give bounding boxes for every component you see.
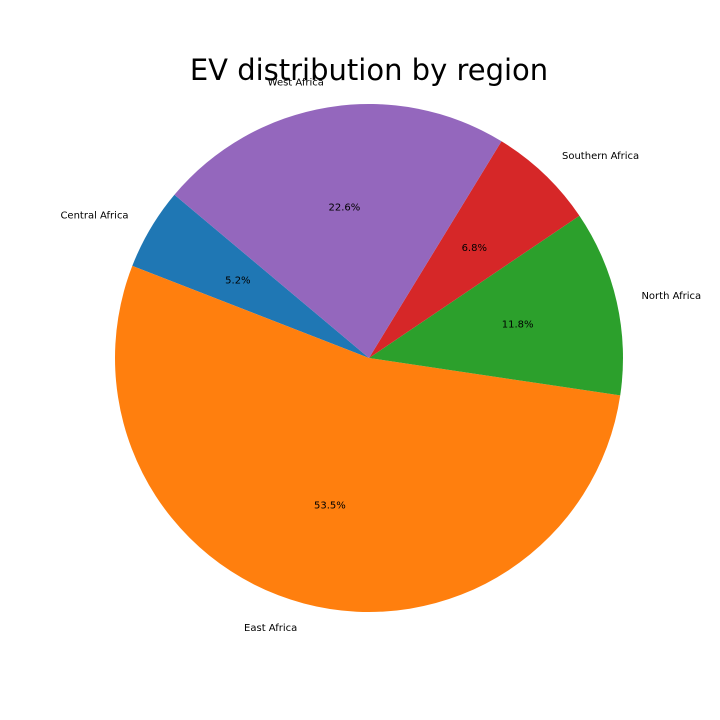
- pie-slice-east-africa: [115, 265, 621, 612]
- pie-slice-north-africa: [369, 215, 623, 396]
- pie-slices: [115, 104, 623, 612]
- chart-title: EV distribution by region: [190, 53, 548, 87]
- slice-percent-north-africa: 11.8%: [502, 319, 534, 330]
- slice-label-west-africa: West Africa: [268, 77, 324, 88]
- slice-label-north-africa: North Africa: [641, 291, 701, 302]
- slice-label-southern-africa: Southern Africa: [562, 151, 639, 162]
- slice-label-central-africa: Central Africa: [60, 211, 128, 222]
- slice-percent-west-africa: 22.6%: [329, 203, 361, 214]
- slice-percent-east-africa: 53.5%: [314, 500, 346, 511]
- pie-labels: Central Africa 5.2% East Africa 53.5% North …: [60, 77, 701, 634]
- slice-percent-central-africa: 5.2%: [225, 275, 250, 286]
- slice-percent-southern-africa: 6.8%: [462, 243, 487, 254]
- slice-label-east-africa: East Africa: [244, 623, 297, 634]
- pie-slice-west-africa: [174, 104, 502, 358]
- pie-slice-central-africa: [132, 194, 369, 358]
- pie-slice-southern-africa: [369, 141, 580, 358]
